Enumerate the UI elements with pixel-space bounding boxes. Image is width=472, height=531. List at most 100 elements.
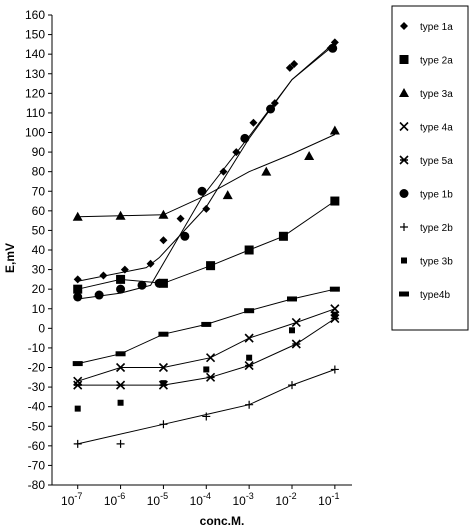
y-tick-label: 50 [32,223,46,237]
data-point [176,214,185,223]
y-tick-label: -70 [28,458,46,472]
series-type-2b [73,365,339,448]
data-point [329,125,340,135]
legend-marker [401,257,407,264]
legend-marker [399,88,409,97]
x-tick-label: 10-4 [190,491,211,508]
legend-marker [399,291,409,297]
data-point [202,204,211,213]
y-axis: -80 -70 -60 -50 -40 -30 -20 -10 0 10 20 30 40 50 60 70 8… [25,8,52,492]
data-point [158,209,169,219]
y-tick-label: -60 [28,439,46,453]
legend-marker [399,121,409,132]
plot-area [51,15,352,486]
legend-label: type 4a [420,123,453,134]
y-tick-label: 20 [32,282,46,296]
legend-marker [399,155,409,165]
y-tick-label: -50 [28,419,46,433]
data-point [158,331,169,337]
data-point [137,280,147,290]
legend-label: type 3a [420,89,453,100]
x-axis-label: conc.M. [200,514,245,528]
y-tick-label: 100 [25,126,45,140]
data-point [116,274,126,284]
data-point [115,351,126,357]
data-point [285,63,294,72]
x-tick-label: 10-7 [61,491,82,508]
x-axis: 10-7 10-6 10-5 10-4 10-3 10-2 10-1 [61,485,340,508]
legend-label: type 3b [420,257,453,268]
series-line [77,42,336,282]
x-tick-label: 10-3 [232,491,253,508]
data-point [287,296,297,302]
data-point [72,361,83,367]
y-tick-label: 140 [25,47,45,61]
legend-marker [400,22,408,30]
data-point [244,308,255,314]
y-tick-label: 80 [32,165,46,179]
data-point [154,278,164,288]
data-point [116,362,126,373]
data-point [328,43,338,53]
y-tick-label: 110 [26,106,45,120]
data-point [290,59,299,68]
data-point [244,245,254,255]
data-point [201,321,212,327]
series-line [77,44,336,300]
data-point [73,275,82,284]
data-point [206,372,216,382]
data-point [72,211,83,221]
y-tick-label: 90 [32,145,46,159]
legend-label: type 2b [420,223,453,234]
data-point [203,366,210,373]
y-tick-label: 0 [38,321,45,335]
data-point [240,133,250,143]
y-tick-label: 160 [25,8,45,22]
data-point [291,317,301,328]
data-point [116,380,126,390]
data-point [219,167,228,176]
data-point [180,231,190,241]
data-point [202,412,211,421]
data-point [99,271,108,280]
data-point [246,354,253,361]
data-point [288,381,296,390]
y-tick-label: 70 [32,184,46,198]
data-point [73,380,83,390]
data-point [158,362,168,373]
y-tick-label: 30 [32,263,46,277]
series-layer [72,38,340,448]
series-type-1a [73,38,339,284]
legend-marker [399,55,409,64]
legend-label: type 5a [420,156,453,167]
data-point [261,166,272,176]
legend-label: type 1a [420,22,453,33]
data-point [120,265,129,274]
data-point [117,399,124,406]
series-type-3b [74,311,338,412]
data-point [330,365,339,374]
data-point [278,231,288,241]
data-point [291,339,301,349]
y-tick-label: 130 [25,67,45,81]
data-point [330,304,340,314]
x-tick-label: 10-1 [318,491,339,508]
data-point [73,439,82,448]
data-point [206,261,216,271]
y-tick-label: 60 [32,204,46,218]
series-type-3a [72,125,340,221]
data-point [222,190,233,200]
data-point [206,353,216,363]
y-tick-label: -80 [28,478,46,492]
data-point [94,290,104,300]
y-tick-label: -10 [28,341,46,355]
data-point [244,333,254,343]
data-point [159,236,168,245]
series-line [77,134,336,218]
legend: type 1a type 2a type 3a type 4a type 5a type … [391,5,469,331]
data-point [329,286,340,292]
data-point [159,420,168,429]
data-point [73,292,83,302]
y-tick-label: -40 [28,400,46,414]
